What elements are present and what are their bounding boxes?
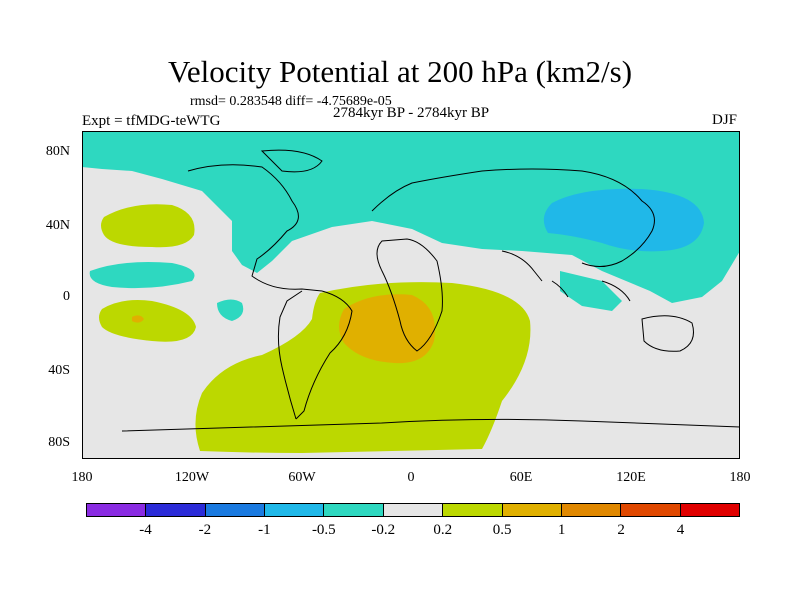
colorbar-cell-7 [502,504,562,516]
colorbar-label-7: 1 [557,522,566,538]
contour-atlantic-east [217,299,244,321]
contour-east-asia [543,188,704,252]
lat-label-80s: 80S [48,435,70,450]
lat-label-40s: 40S [48,363,70,378]
contour-north-pacific [101,204,195,248]
colorbar-cell-3 [265,504,325,516]
colorbar-cell-4 [324,504,384,516]
season-label: DJF [712,112,738,128]
coastlines [121,149,740,432]
lon-label-120w: 120W [174,470,210,485]
lat-label-eq: 0 [63,289,70,304]
colorbar-label-2: -1 [258,522,271,538]
map-title: Velocity Potential at 200 hPa (km2/s) [167,54,633,89]
experiment-label: Expt = tfMDG-teWTG [82,113,221,129]
period-label: 2784kyr BP - 2784kyr BP [332,105,490,121]
colorbar-label-3: -0.5 [311,522,336,538]
colorbar-label-9: 4 [676,522,685,538]
map-plot [82,131,740,459]
map-frame [82,131,740,459]
stats-line: rmsd= 0.283548 diff= -4.75689e-05 [190,94,392,109]
lat-label-80n: 80N [45,144,70,159]
colorbar-cell-8 [561,504,622,516]
lon-label-180w: 180 [71,470,93,485]
lon-label-120e: 120E [616,470,646,485]
colorbar-label-5: 0.2 [433,522,453,538]
contour-northern-band [82,131,740,303]
colorbar-label-6: 0.5 [492,522,512,538]
colorbar-label-8: 2 [617,522,625,538]
colorbar-label-0: -4 [139,522,152,538]
colorbar-cell-10 [680,504,739,516]
colorbar-cell-0 [87,504,147,516]
contour-southern-belt [195,282,531,453]
contour-south-pacific [99,300,196,342]
lon-label-60e: 60E [509,470,533,485]
colorbar-label-4: -0.2 [371,522,396,538]
colorbar-cell-6 [443,504,503,516]
colorbar-cell-2 [205,504,266,516]
contour-pacific-west [89,262,195,289]
colorbar-cell-9 [621,504,681,516]
contour-asian-extension [560,271,622,311]
lon-label-180e: 180 [729,470,751,485]
lon-label-0: 0 [407,470,415,485]
colorbar-label-1: -2 [198,522,212,538]
colorbar-cell-5 [383,504,444,516]
colorbar-cell-1 [146,504,206,516]
colorbar [86,503,740,517]
contour-pacific-core [132,315,144,323]
lat-label-40n: 40N [45,218,70,233]
lon-label-60w: 60W [288,470,316,485]
